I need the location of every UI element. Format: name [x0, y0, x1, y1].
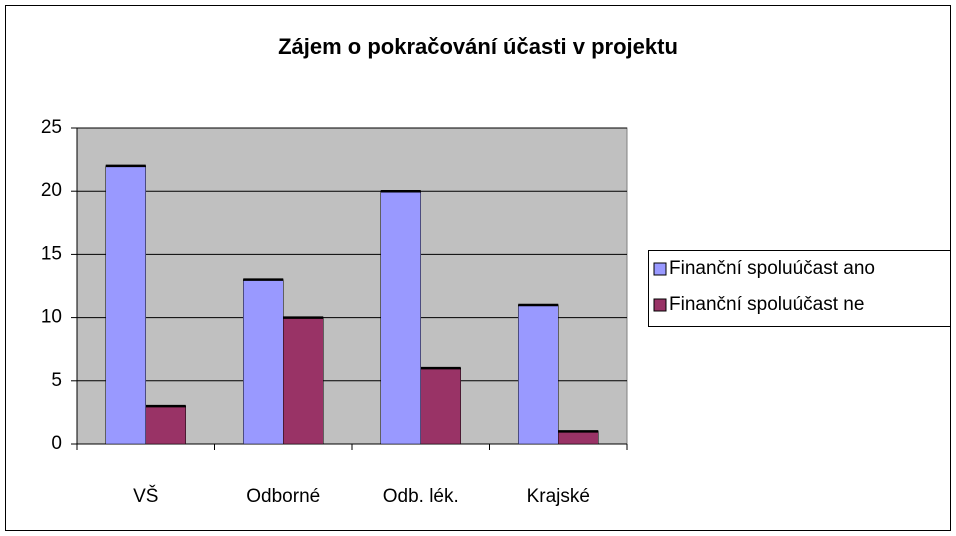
x-tick-label: VŠ — [133, 485, 158, 507]
legend-swatch — [653, 298, 667, 312]
y-tick-label: 0 — [51, 433, 62, 454]
y-tick-label: 15 — [41, 243, 62, 264]
y-tick-label: 20 — [41, 180, 62, 201]
bar — [105, 165, 146, 445]
bar — [518, 304, 559, 445]
y-tick-label: 10 — [41, 307, 62, 328]
bar — [283, 317, 324, 445]
x-tick-label: Odborné — [246, 486, 320, 507]
legend-box — [648, 250, 951, 327]
legend-label: Finanční spoluúčast ano — [669, 258, 875, 279]
x-tick-label: Odb. lék. — [383, 486, 459, 507]
y-tick-label: 5 — [51, 370, 62, 391]
bar — [558, 431, 599, 445]
x-tick-label: Krajské — [527, 486, 590, 507]
bar — [145, 405, 186, 445]
bar — [380, 190, 421, 445]
y-tick-label: 25 — [41, 117, 62, 138]
chart-title: Zájem o pokračování účasti v projektu — [278, 34, 678, 59]
legend-label: Finanční spoluúčast ne — [669, 294, 864, 315]
legend-swatch — [653, 262, 667, 276]
bar — [420, 367, 461, 445]
bar — [243, 279, 284, 445]
